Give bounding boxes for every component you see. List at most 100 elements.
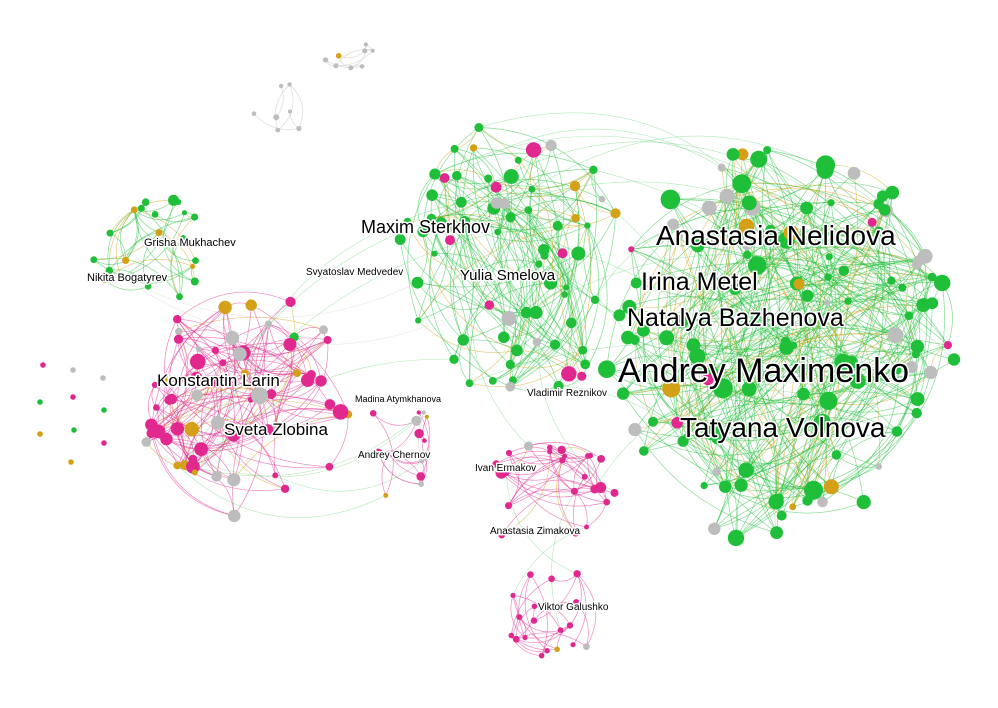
graph-node bbox=[296, 125, 302, 132]
edge bbox=[489, 149, 540, 306]
label-anastasia-zimakova: Anastasia Zimakova bbox=[490, 526, 580, 537]
graph-node bbox=[741, 240, 751, 250]
graph-node bbox=[547, 448, 553, 455]
graph-node bbox=[101, 276, 108, 284]
edge bbox=[504, 203, 531, 387]
graph-node bbox=[498, 531, 506, 539]
graph-node bbox=[838, 265, 849, 276]
graph-node bbox=[573, 570, 581, 578]
edge bbox=[757, 263, 896, 336]
graph-node bbox=[677, 435, 689, 447]
edge bbox=[806, 280, 892, 501]
graph-node bbox=[227, 509, 241, 523]
graph-node bbox=[422, 456, 428, 461]
graph-node bbox=[245, 299, 257, 311]
graph-node bbox=[816, 161, 834, 179]
graph-node bbox=[160, 432, 173, 446]
edge bbox=[622, 393, 742, 486]
edge bbox=[510, 169, 597, 387]
graph-node bbox=[571, 214, 580, 223]
edge bbox=[693, 344, 898, 432]
edge bbox=[417, 173, 436, 232]
graph-node bbox=[674, 232, 683, 241]
graph-node bbox=[403, 217, 412, 226]
graph-node bbox=[130, 206, 138, 214]
graph-node bbox=[272, 472, 279, 479]
edge bbox=[496, 202, 540, 313]
graph-node bbox=[362, 48, 368, 54]
edge bbox=[606, 300, 849, 372]
graph-node bbox=[878, 204, 891, 216]
graph-node bbox=[146, 428, 157, 439]
graph-node bbox=[262, 424, 274, 436]
edge bbox=[141, 208, 181, 297]
edge bbox=[178, 316, 324, 332]
edge bbox=[843, 204, 880, 272]
graph-node bbox=[181, 210, 188, 216]
graph-node bbox=[717, 163, 726, 172]
graph-node bbox=[589, 165, 598, 174]
edge bbox=[104, 259, 193, 281]
graph-node bbox=[947, 353, 961, 366]
graph-node bbox=[578, 345, 588, 355]
graph-node bbox=[708, 522, 721, 535]
edge bbox=[417, 231, 428, 283]
edge bbox=[178, 331, 251, 400]
edge bbox=[634, 236, 680, 422]
graph-node bbox=[319, 325, 328, 335]
graph-node bbox=[738, 218, 755, 235]
edge bbox=[198, 344, 331, 405]
edge bbox=[464, 221, 537, 313]
edge bbox=[746, 182, 893, 227]
edge bbox=[792, 346, 918, 508]
edge bbox=[726, 347, 787, 539]
graph-node bbox=[911, 350, 920, 359]
edge bbox=[711, 207, 770, 434]
edge bbox=[335, 50, 373, 67]
edge bbox=[125, 209, 139, 261]
edge bbox=[827, 302, 918, 347]
edge bbox=[522, 459, 585, 477]
graph-node bbox=[505, 502, 512, 510]
graph-node bbox=[824, 299, 831, 306]
edge bbox=[150, 424, 235, 517]
edge bbox=[831, 282, 945, 488]
graph-node bbox=[801, 289, 814, 302]
edge bbox=[473, 147, 577, 219]
edge bbox=[528, 209, 587, 365]
graph-node bbox=[435, 217, 447, 229]
edge bbox=[216, 382, 286, 490]
graph-node bbox=[411, 276, 424, 289]
graph-node bbox=[701, 373, 714, 386]
graph-node bbox=[875, 463, 882, 470]
graph-node bbox=[414, 428, 424, 439]
graph-node bbox=[876, 190, 889, 202]
edge bbox=[350, 44, 367, 69]
graph-node bbox=[824, 273, 832, 281]
graph-node bbox=[712, 378, 733, 399]
edge bbox=[508, 488, 575, 506]
graph-node bbox=[917, 248, 933, 264]
edge bbox=[686, 436, 738, 539]
graph-node bbox=[904, 311, 914, 321]
edge bbox=[676, 159, 774, 424]
edge bbox=[454, 148, 583, 351]
graph-node bbox=[457, 334, 469, 346]
graph-node bbox=[813, 413, 831, 432]
edge bbox=[478, 127, 534, 151]
edge bbox=[643, 257, 844, 331]
label-madina-atymkhanova: Madina Atymkhanova bbox=[355, 394, 441, 404]
graph-node bbox=[449, 354, 459, 364]
edge bbox=[693, 304, 924, 358]
edge bbox=[456, 175, 584, 351]
edge bbox=[492, 253, 564, 382]
graph-node bbox=[227, 428, 241, 442]
graph-node bbox=[891, 426, 903, 437]
graph-node bbox=[287, 82, 292, 87]
graph-node bbox=[844, 355, 858, 370]
edge bbox=[184, 399, 251, 466]
edge bbox=[569, 573, 582, 626]
edge bbox=[431, 188, 533, 203]
edge bbox=[676, 260, 919, 423]
edge bbox=[222, 339, 328, 371]
